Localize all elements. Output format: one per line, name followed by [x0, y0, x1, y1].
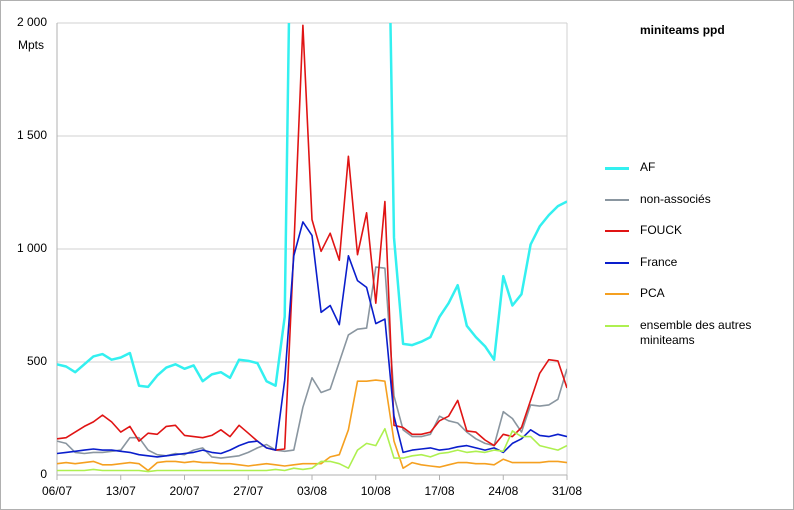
y-tick-label: 1 000 [17, 241, 47, 255]
legend-swatch [605, 324, 629, 327]
y-tick-label: 1 500 [17, 128, 47, 142]
series-line [57, 266, 567, 459]
legend-label: non-associés [640, 191, 711, 206]
legend-label: ensemble des autres miniteams [640, 317, 752, 347]
x-tick-label: 27/07 [233, 484, 263, 498]
x-tick-label: 17/08 [424, 484, 454, 498]
x-tick-label: 24/08 [488, 484, 518, 498]
y-tick-label: 500 [27, 354, 47, 368]
x-tick-label: 31/08 [552, 484, 582, 498]
x-tick-label: 10/08 [361, 484, 391, 498]
x-tick-label: 03/08 [297, 484, 327, 498]
legend-label: France [640, 254, 678, 269]
x-tick-label: 20/07 [169, 484, 199, 498]
plot-lines [57, 23, 567, 473]
legend-swatch [605, 261, 629, 264]
grid [56, 22, 568, 480]
series-line [57, 427, 567, 473]
legend-label: PCA [640, 286, 665, 300]
x-tick-label: 13/07 [106, 484, 136, 498]
x-tick-label: 06/07 [42, 484, 72, 498]
y-tick-label: 0 [40, 467, 47, 481]
legend-swatch [605, 167, 629, 170]
series-line [57, 24, 567, 451]
series-line [57, 379, 567, 472]
legend-swatch [605, 230, 629, 232]
series-line [57, 23, 567, 389]
series-line [57, 221, 567, 458]
legend-label: AF [640, 160, 656, 174]
legend-label: FOUCK [640, 223, 682, 237]
legend-swatch [605, 198, 629, 201]
chart-title: miniteams ppd [640, 23, 725, 37]
legend-swatch [605, 293, 629, 295]
y-tick-label: 2 000 [17, 15, 47, 29]
y-axis-label: Mpts [18, 38, 44, 52]
